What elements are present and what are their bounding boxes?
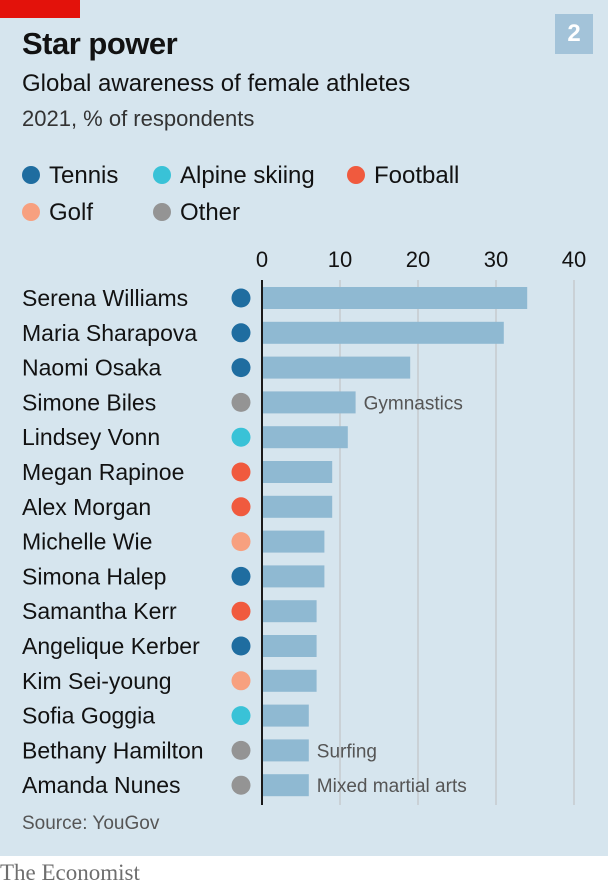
sport-dot (231, 706, 251, 726)
category-label: Simone Biles (22, 389, 156, 415)
category-label: Serena Williams (22, 285, 188, 311)
category-label: Angelique Kerber (22, 633, 200, 659)
bar (262, 495, 333, 518)
legend-dot-alpine-skiing (153, 166, 171, 184)
sport-dot (231, 323, 251, 343)
chart-units: 2021, % of respondents (22, 106, 255, 131)
bar (262, 600, 317, 623)
sport-dot (231, 462, 251, 482)
sport-dot (231, 427, 251, 447)
bar-chart: 0 10 20 30 40 Serena Williams Maria Sharapova N… (22, 247, 586, 805)
bar (262, 461, 333, 483)
sport-dot (231, 288, 251, 308)
category-label: Bethany Hamilton (22, 737, 204, 763)
sport-dot (231, 566, 251, 586)
legend-dot-other (153, 203, 171, 221)
bar (262, 739, 309, 762)
bar (262, 774, 309, 797)
bar (262, 391, 356, 414)
chart-number: 2 (555, 14, 593, 54)
bar (262, 287, 528, 309)
category-label: Lindsey Vonn (22, 424, 160, 450)
sport-dot (231, 532, 251, 552)
legend-dot-football (347, 166, 365, 184)
source-note: Source: YouGov (22, 813, 160, 834)
category-label: Alex Morgan (22, 494, 151, 520)
sport-dot (231, 392, 251, 412)
legend-item-football: Football (347, 162, 459, 190)
category-label: Maria Sharapova (22, 320, 197, 346)
legend-item-golf: Golf (22, 199, 93, 227)
bar (262, 565, 325, 588)
bar (262, 356, 411, 379)
legend-dot-tennis (22, 166, 40, 184)
category-label: Simona Halep (22, 563, 166, 589)
category-label: Naomi Osaka (22, 355, 162, 381)
bar-annotation: Gymnastics (364, 393, 463, 414)
sport-dot (231, 636, 251, 656)
sport-dot (231, 497, 251, 517)
x-tick-label: 40 (562, 247, 586, 272)
legend-label-alpine-skiing: Alpine skiing (180, 162, 315, 189)
sport-dot (231, 740, 251, 760)
sport-dot (231, 358, 251, 378)
sport-dot (231, 671, 251, 691)
brand-tag (0, 0, 80, 18)
legend-item-tennis: Tennis (22, 162, 118, 190)
chart-title: Star power (22, 26, 178, 61)
x-tick-label: 30 (484, 247, 508, 272)
bar (262, 530, 325, 553)
bar (262, 669, 317, 692)
legend-label-tennis: Tennis (49, 162, 119, 189)
chart-subtitle: Global awareness of female athletes (22, 70, 411, 97)
legend-dot-golf (22, 203, 40, 221)
legend-label-football: Football (374, 162, 460, 189)
legend-label-golf: Golf (49, 199, 94, 226)
category-label: Amanda Nunes (22, 772, 181, 798)
bar-annotation: Surfing (317, 741, 377, 762)
bar (262, 635, 317, 657)
bar (262, 426, 348, 449)
legend-label-other: Other (180, 199, 241, 226)
category-label: Sofia Goggia (22, 703, 155, 729)
legend-item-alpine-skiing: Alpine skiing (153, 162, 315, 190)
x-tick-label: 20 (406, 247, 430, 272)
category-label: Megan Rapinoe (22, 459, 184, 485)
sport-dot (231, 601, 251, 621)
bar (262, 321, 504, 344)
bar (262, 704, 309, 727)
bar-annotation: Mixed martial arts (317, 776, 467, 797)
category-label: Kim Sei-young (22, 668, 172, 694)
category-label: Samantha Kerr (22, 598, 177, 624)
x-tick-label: 10 (328, 247, 352, 272)
x-tick-label: 0 (256, 247, 268, 272)
legend-item-other: Other (153, 199, 240, 227)
category-label: Michelle Wie (22, 529, 152, 555)
sport-dot (231, 775, 251, 795)
publisher-footer: The Economist (0, 860, 140, 885)
